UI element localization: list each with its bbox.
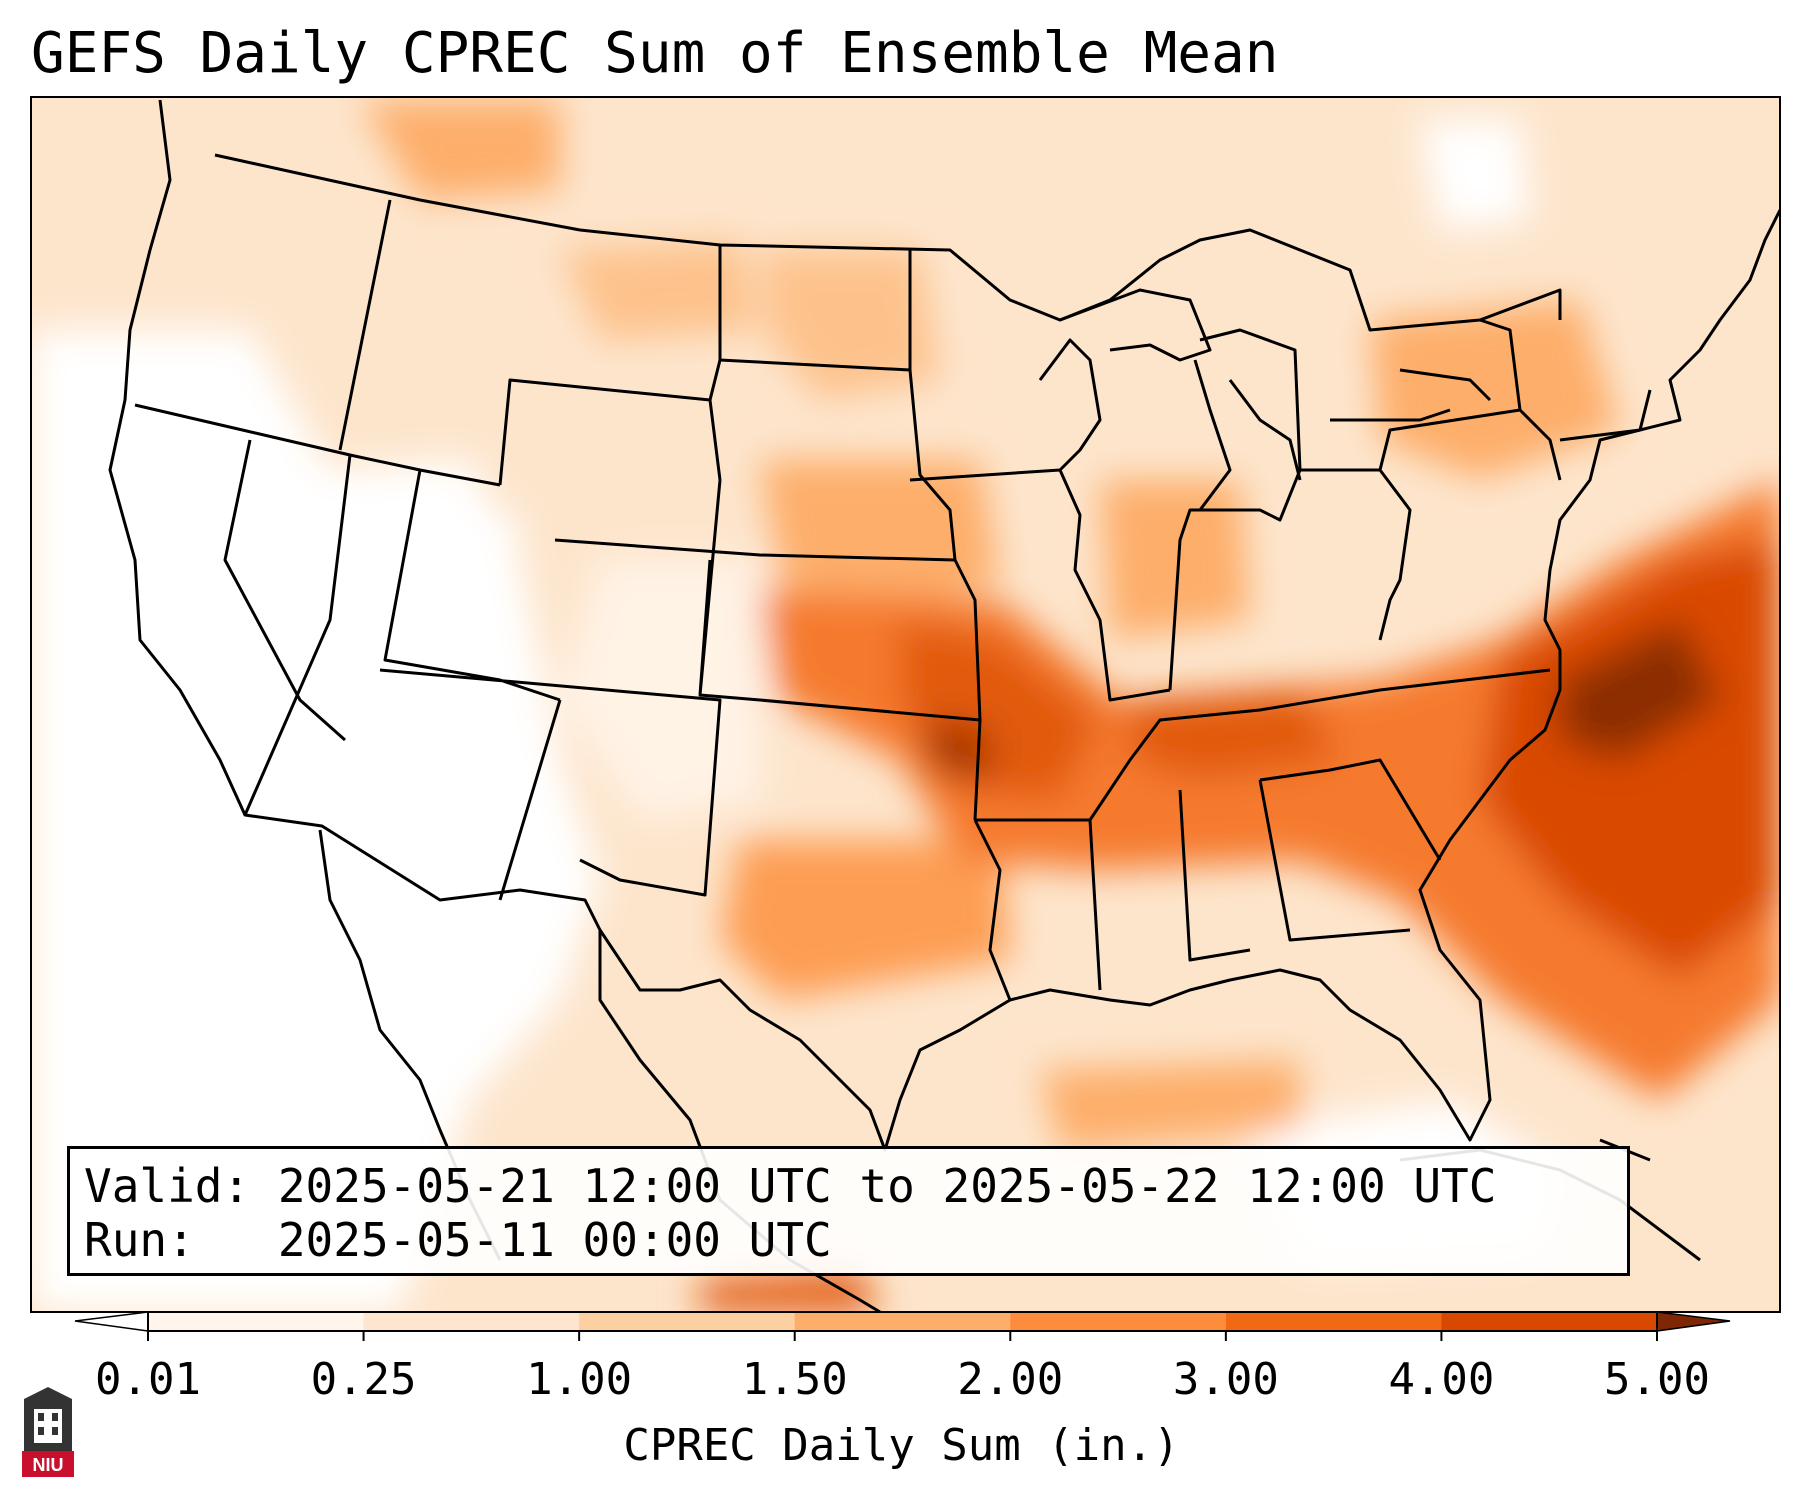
niu-logo: NIU	[22, 1387, 74, 1477]
colorbar-tick-label: 4.00	[1388, 1354, 1495, 1405]
colorbar-outline	[147, 1311, 1658, 1332]
colorbar-bin	[1010, 1312, 1227, 1331]
colorbar-label: CPREC Daily Sum (in.)	[623, 1420, 1180, 1471]
colorbar-tick-label: 1.50	[741, 1354, 848, 1405]
valid-time-text: Valid: 2025-05-21 12:00 UTC to 2025-05-2…	[84, 1159, 1497, 1213]
colorbar-tick-label: 0.01	[95, 1354, 201, 1405]
colorbar-tick-label: 1.00	[526, 1354, 633, 1405]
colorbar	[74, 1311, 1731, 1341]
colorbar-bin	[794, 1312, 1011, 1331]
colorbar-tick-label: 3.00	[1172, 1354, 1279, 1405]
run-time-text: Run: 2025-05-11 00:00 UTC	[84, 1213, 832, 1267]
map-title: GEFS Daily CPREC Sum of Ensemble Mean	[31, 21, 1279, 86]
colorbar-bins	[148, 1312, 1658, 1331]
colorbar-under-arrow	[74, 1311, 149, 1332]
colorbar-bin	[148, 1312, 365, 1331]
valid-run-info: Valid: 2025-05-21 12:00 UTC to 2025-05-2…	[67, 1146, 1630, 1276]
colorbar-tick-label: 2.00	[957, 1354, 1064, 1405]
colorbar-bin	[363, 1312, 580, 1331]
colorbar-tick-label: 5.00	[1604, 1354, 1710, 1405]
colorbar-tick-label: 0.25	[310, 1354, 417, 1405]
colorbar-bin	[1225, 1312, 1442, 1331]
state-borders	[134, 199, 1652, 1001]
colorbar-bin	[1441, 1312, 1658, 1331]
logo-text: NIU	[33, 1455, 64, 1475]
colorbar-bin	[579, 1312, 796, 1331]
us-coastline-outline	[108, 99, 1780, 1152]
great-lakes-outline	[1059, 288, 1492, 511]
colorbar-ticks	[147, 1331, 1658, 1341]
logo-banner	[22, 1451, 74, 1477]
canada-us-border	[214, 153, 1562, 332]
colorbar-over-arrow	[1656, 1311, 1731, 1332]
